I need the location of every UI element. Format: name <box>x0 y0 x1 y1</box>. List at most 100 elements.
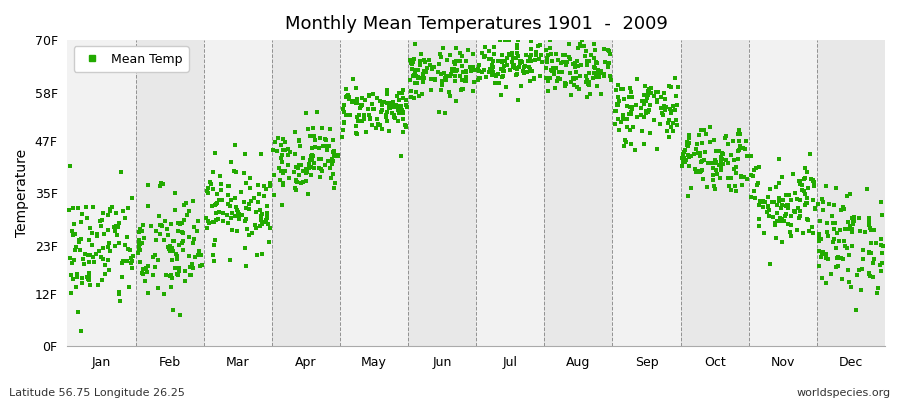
Point <box>101 256 115 263</box>
Point <box>752 216 767 222</box>
Point <box>621 94 635 100</box>
Point <box>694 167 708 174</box>
Point <box>541 52 555 58</box>
Point <box>301 191 315 198</box>
Point <box>664 110 679 116</box>
Point <box>800 195 814 201</box>
Point <box>727 183 742 189</box>
Point <box>714 167 728 173</box>
Point <box>585 75 599 81</box>
Point <box>230 228 245 234</box>
Point <box>120 258 134 264</box>
Point <box>304 144 319 151</box>
Point <box>165 244 179 251</box>
Point <box>239 216 254 223</box>
Point <box>508 64 522 71</box>
Point <box>494 51 508 58</box>
Point <box>208 236 222 243</box>
Point <box>220 192 235 198</box>
Point <box>318 136 332 142</box>
Point <box>830 230 844 236</box>
Point <box>845 226 859 232</box>
Point <box>860 186 874 193</box>
Point <box>478 44 492 51</box>
Point <box>558 82 572 89</box>
Point <box>738 146 752 152</box>
Point <box>242 200 256 207</box>
Point <box>803 151 817 157</box>
Point <box>212 209 226 216</box>
Point <box>445 66 459 72</box>
Point <box>75 210 89 217</box>
Point <box>770 210 784 216</box>
Point <box>152 213 166 220</box>
Point <box>199 215 213 221</box>
Point <box>352 112 366 118</box>
Point <box>703 124 717 130</box>
Point <box>808 206 823 212</box>
Point <box>707 182 722 189</box>
Point <box>238 180 253 186</box>
Point <box>74 328 88 334</box>
Point <box>95 244 110 251</box>
Point <box>371 121 385 127</box>
Point <box>133 247 148 254</box>
Point <box>336 126 350 133</box>
Point <box>447 72 462 79</box>
Point <box>327 148 341 154</box>
Point <box>404 88 419 94</box>
Point <box>518 52 533 58</box>
Point <box>274 159 289 166</box>
Point <box>806 177 821 183</box>
Point <box>482 69 496 76</box>
Point <box>436 70 451 76</box>
Point <box>385 98 400 105</box>
Point <box>457 78 472 84</box>
Point <box>73 247 87 253</box>
Point <box>260 210 274 216</box>
Point <box>303 153 318 160</box>
Point <box>544 75 558 81</box>
Point <box>416 75 430 82</box>
Point <box>248 222 263 229</box>
Point <box>379 114 393 120</box>
Point <box>341 94 356 101</box>
Point <box>266 147 281 153</box>
Point <box>874 199 888 206</box>
Point <box>101 227 115 233</box>
Point <box>616 114 630 121</box>
Point <box>708 157 723 163</box>
Point <box>207 219 221 225</box>
Point <box>875 260 889 266</box>
Point <box>364 116 378 122</box>
Point <box>216 210 230 216</box>
Point <box>708 159 723 165</box>
Point <box>140 269 154 275</box>
Text: worldspecies.org: worldspecies.org <box>796 388 891 398</box>
Point <box>326 137 340 144</box>
Point <box>506 64 520 70</box>
Point <box>487 51 501 58</box>
Point <box>172 242 186 249</box>
Point <box>703 139 717 145</box>
Point <box>784 232 798 239</box>
Point <box>81 276 95 282</box>
Point <box>193 248 207 254</box>
Point <box>646 117 661 123</box>
Point <box>257 219 272 226</box>
Point <box>406 73 420 79</box>
Point <box>597 73 611 80</box>
Point <box>696 176 710 182</box>
Point <box>744 194 759 201</box>
Point <box>256 192 271 199</box>
Point <box>729 188 743 194</box>
Point <box>182 253 196 260</box>
Point <box>850 272 864 278</box>
Point <box>313 135 328 141</box>
Point <box>610 102 625 108</box>
Point <box>342 96 356 102</box>
Point <box>391 104 405 110</box>
Point <box>508 72 523 78</box>
Point <box>343 112 357 118</box>
Point <box>206 219 220 225</box>
